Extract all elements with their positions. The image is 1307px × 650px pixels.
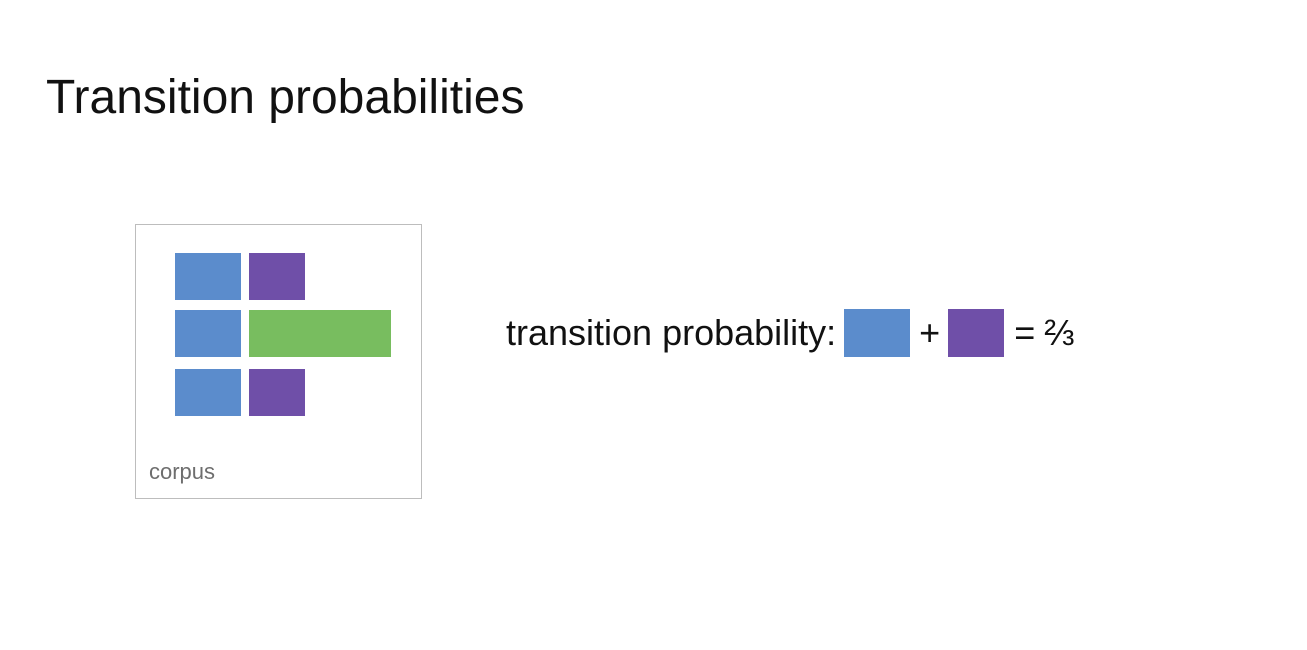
transition-probability-equation: transition probability: + = ⅔ xyxy=(506,308,1074,358)
equation-label: transition probability: xyxy=(506,312,837,353)
corpus-row3-blue-block xyxy=(175,369,241,416)
corpus-row1-blue-block xyxy=(175,253,241,300)
corpus-row2-green-block xyxy=(249,310,391,357)
equation-purple-swatch xyxy=(948,309,1005,357)
corpus-row3-purple-block xyxy=(249,369,305,416)
corpus-row2-blue-block xyxy=(175,310,241,357)
page-title: Transition probabilities xyxy=(46,71,525,124)
corpus-box: corpus xyxy=(135,224,422,499)
equation-plus-sign: + xyxy=(919,312,941,353)
equation-result: ⅔ xyxy=(1044,312,1075,353)
equation-equals-sign: = xyxy=(1014,312,1036,353)
corpus-label: corpus xyxy=(149,459,216,484)
corpus-row1-purple-block xyxy=(249,253,305,300)
equation-blue-swatch xyxy=(844,309,911,357)
